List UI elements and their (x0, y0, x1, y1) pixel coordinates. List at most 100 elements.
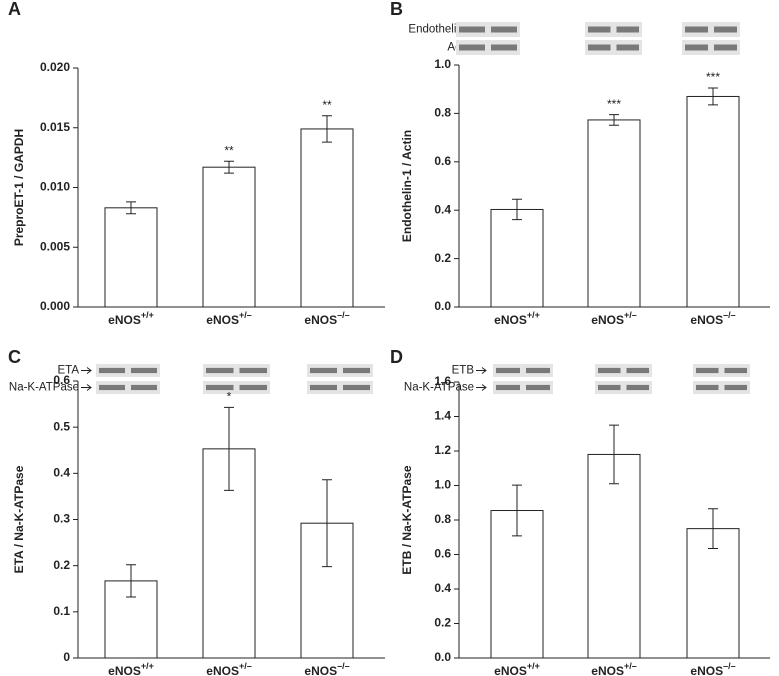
blot-band (724, 367, 747, 374)
y-tick-label: 0.6 (53, 373, 70, 387)
error-bar (322, 479, 332, 568)
blot-band (459, 26, 485, 33)
blot (585, 40, 642, 55)
panel-letter: D (390, 347, 403, 367)
y-tick-label: 1.0 (434, 57, 451, 71)
panel-letter: C (8, 347, 21, 367)
blot (595, 381, 652, 394)
y-tick-label: 1.4 (434, 409, 451, 423)
y-tick-label: 0.005 (40, 239, 70, 253)
bar (490, 208, 544, 308)
blot (203, 381, 270, 394)
blot-band (343, 367, 370, 374)
blot (96, 364, 160, 377)
blot (203, 364, 270, 377)
arrow (476, 384, 487, 391)
y-tick-label: 0.4 (434, 581, 451, 595)
arrow (476, 367, 487, 374)
error-bar (609, 114, 619, 126)
x-tick-label: eNOS–/– (690, 661, 735, 676)
y-tick-label: 0.3 (53, 512, 70, 526)
x-tick-label: eNOS+/– (591, 310, 636, 327)
blot-label: ETA (57, 365, 79, 377)
x-tick-label: eNOS–/– (690, 310, 735, 327)
error-bar (708, 508, 718, 549)
error-bar (126, 564, 136, 598)
blot-band (696, 384, 719, 391)
blot-band (496, 367, 520, 374)
y-tick-label: 0.4 (434, 202, 451, 216)
bar (587, 119, 641, 308)
y-tick-label: 0.6 (434, 547, 451, 561)
blot-band (598, 367, 621, 374)
blot (585, 22, 642, 37)
y-tick-label: 0.6 (434, 154, 451, 168)
blot (96, 381, 160, 394)
y-tick-label: 0.2 (434, 251, 451, 265)
bar (587, 453, 641, 659)
x-tick-label: eNOS+/+ (108, 310, 154, 327)
x-tick-label: eNOS+/– (206, 310, 251, 327)
blot-band (616, 26, 639, 33)
bar (104, 207, 158, 308)
blot-band (343, 384, 370, 391)
y-axis-label: Endothelin-1 / Actin (400, 130, 414, 242)
blot-band (206, 384, 234, 391)
blot (456, 40, 520, 55)
blot-band (310, 384, 337, 391)
x-tick-label: eNOS+/+ (494, 310, 540, 327)
blot-band (239, 384, 267, 391)
error-bar (512, 484, 522, 537)
blot (493, 364, 553, 377)
bar (202, 166, 256, 308)
blot-band (588, 44, 611, 51)
blot-band (685, 26, 708, 33)
y-axis-label: ETB / Na-K-ATPase (400, 465, 414, 574)
significance: *** (706, 70, 720, 84)
blot-band (714, 26, 737, 33)
significance: * (227, 389, 232, 403)
error-bar (126, 201, 136, 215)
blot-band (616, 44, 639, 51)
y-tick-label: 1.6 (434, 374, 451, 388)
significance: *** (607, 97, 621, 111)
y-tick-label: 0.4 (53, 466, 70, 480)
y-tick-label: 0.8 (434, 512, 451, 526)
x-tick-label: eNOS+/– (206, 661, 251, 676)
x-tick-label: eNOS+/+ (108, 661, 154, 676)
blot-band (131, 384, 157, 391)
blot-band (310, 367, 337, 374)
panel-letter: B (390, 0, 403, 19)
error-bar (224, 406, 234, 491)
x-tick-label: eNOS–/– (304, 661, 349, 676)
blot-band (99, 367, 125, 374)
arrow (81, 367, 92, 374)
y-tick-label: 0 (63, 650, 70, 664)
blot-band (491, 26, 517, 33)
significance: ** (224, 143, 234, 157)
blot-band (239, 367, 267, 374)
blot-band (526, 367, 550, 374)
blot (682, 22, 740, 37)
blot (307, 381, 373, 394)
bar (300, 128, 354, 308)
blot-band (626, 384, 649, 391)
blot (456, 22, 520, 37)
blot-band (459, 44, 485, 51)
blot-band (206, 367, 234, 374)
blot-band (696, 367, 719, 374)
blot-band (685, 44, 708, 51)
y-tick-label: 1.0 (434, 478, 451, 492)
blot-band (724, 384, 747, 391)
x-tick-label: eNOS+/+ (494, 661, 540, 676)
y-tick-label: 0.8 (434, 106, 451, 120)
arrow (81, 384, 92, 391)
y-tick-label: 0.2 (53, 558, 70, 572)
y-tick-label: 1.2 (434, 443, 451, 457)
y-axis-label: PreproET-1 / GAPDH (12, 129, 26, 246)
error-bar (512, 198, 522, 221)
y-tick-label: 0.010 (40, 180, 70, 194)
x-tick-label: eNOS+/– (591, 661, 636, 676)
y-tick-label: 0.0 (434, 650, 451, 664)
blot (595, 364, 652, 377)
